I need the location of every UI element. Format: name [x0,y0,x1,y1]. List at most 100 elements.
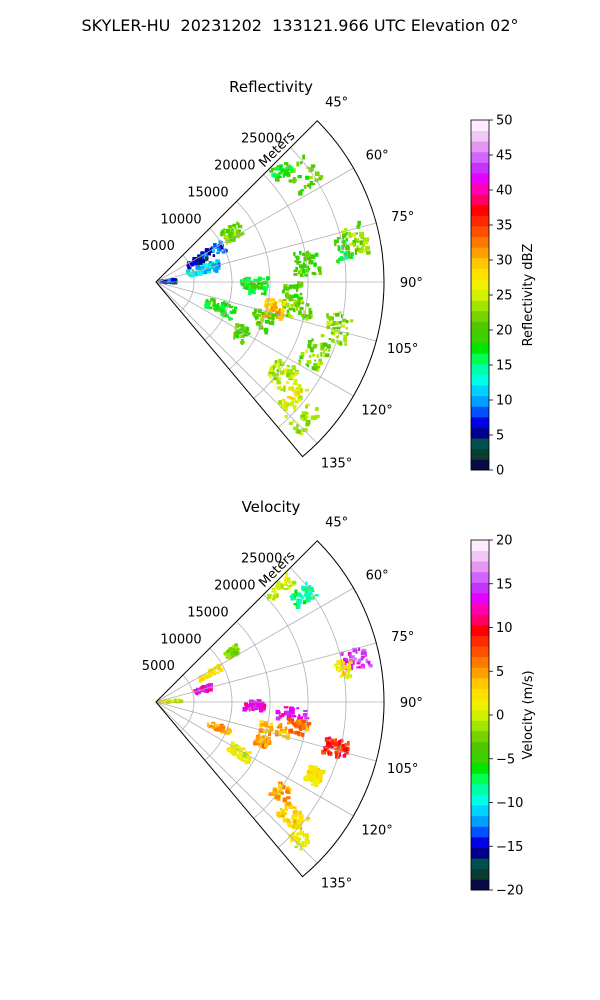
echo-gate [350,252,354,256]
colorbar-swatch [471,571,489,583]
echo-gate [295,267,298,270]
echo-gate [207,251,211,256]
echo-gate [264,744,269,748]
colorbar-swatch [471,603,489,615]
colorbar-swatch [471,257,489,269]
echo-gate [312,344,317,349]
echo-gate [323,746,327,752]
echo-gate [330,331,333,334]
echo-gate [314,359,317,362]
echo-gate [239,340,245,344]
echo-gate [298,810,302,815]
echo-gate [295,390,301,395]
echo-gate [294,731,300,735]
azimuth-tick-label: 75° [391,210,414,225]
echo-gate [293,273,298,276]
echo-gate [284,801,287,807]
echo-gate [364,652,367,657]
echo-gate [294,589,298,595]
range-ring [229,201,271,370]
echo-gate [308,777,314,780]
echo-gate [276,369,279,373]
echo-gate [296,707,300,710]
echo-gate [303,256,307,262]
echo-gate [237,224,243,229]
echo-gate [343,748,348,752]
echo-gate [316,368,320,372]
colorbar-swatch [471,194,489,206]
echo-gate [350,666,354,671]
range-ring [277,147,347,428]
colorbar-tick-label: −20 [496,884,523,899]
echo-gate [248,756,252,762]
echo-gate [288,821,293,824]
echo-gate [230,751,233,754]
echo-gate [320,351,323,357]
echo-gate [292,295,296,299]
echo-gate [290,596,295,601]
echo-gate [365,245,370,250]
echo-gate [170,278,176,283]
azimuth-gridline [155,281,377,342]
echo-gate [285,789,290,794]
echo-gate [367,660,371,665]
echo-gate [262,735,265,740]
echo-gate [216,251,221,255]
echo-gate [293,819,297,825]
echo-gate [276,380,281,385]
echo-gate [313,272,317,276]
echo-gate [339,668,343,671]
echo-gate [292,722,295,726]
echo-gate [305,175,310,180]
echo-gate [274,360,278,365]
echo-gate [260,292,264,295]
colorbar-tick-label: 25 [496,289,513,304]
echo-gate [211,263,216,266]
range-tick-label: 15000 [187,185,228,200]
echo-gate [230,744,234,749]
echo-gate [281,303,286,306]
echo-gate [294,383,298,386]
echo-gate [283,706,289,709]
echo-gate [200,685,205,690]
azimuth-gridline [155,587,354,703]
echo-gate [286,821,291,826]
echo-gate [294,823,297,828]
echo-gate [276,797,281,801]
echo-gate [293,408,296,412]
echo-gate [210,297,215,302]
azimuth-gridline [155,642,377,703]
echo-gate [304,720,308,723]
echo-gate [307,722,312,726]
echo-gate [339,311,342,314]
echo-gate [216,246,221,249]
echo-gate [205,299,209,302]
echo-gate [288,294,292,300]
range-ring [253,594,309,819]
echo-gate [214,309,219,312]
echo-gate [234,306,238,310]
echo-gate [306,839,310,845]
echo-gate [346,332,349,336]
echo-gate [257,704,263,708]
grid-layer [155,567,384,864]
echo-gate [341,324,346,328]
echo-gate [255,701,260,704]
echo-gate [201,258,206,264]
echo-gate [275,316,280,319]
echo-gate [319,342,324,346]
echo-gate [357,658,362,663]
echo-gate [299,825,302,828]
echo-gate [287,824,292,828]
echo-gate [215,671,220,674]
echo-gate [213,307,218,311]
echo-gate [242,752,247,757]
echo-gate [236,221,239,226]
echo-gate [278,811,283,816]
echo-gate [278,724,283,727]
azimuth-tick-label: 120° [361,404,392,419]
echo-gate [207,722,210,728]
echo-gate [227,240,232,243]
echo-gate [319,773,323,779]
echo-gate [209,687,213,692]
